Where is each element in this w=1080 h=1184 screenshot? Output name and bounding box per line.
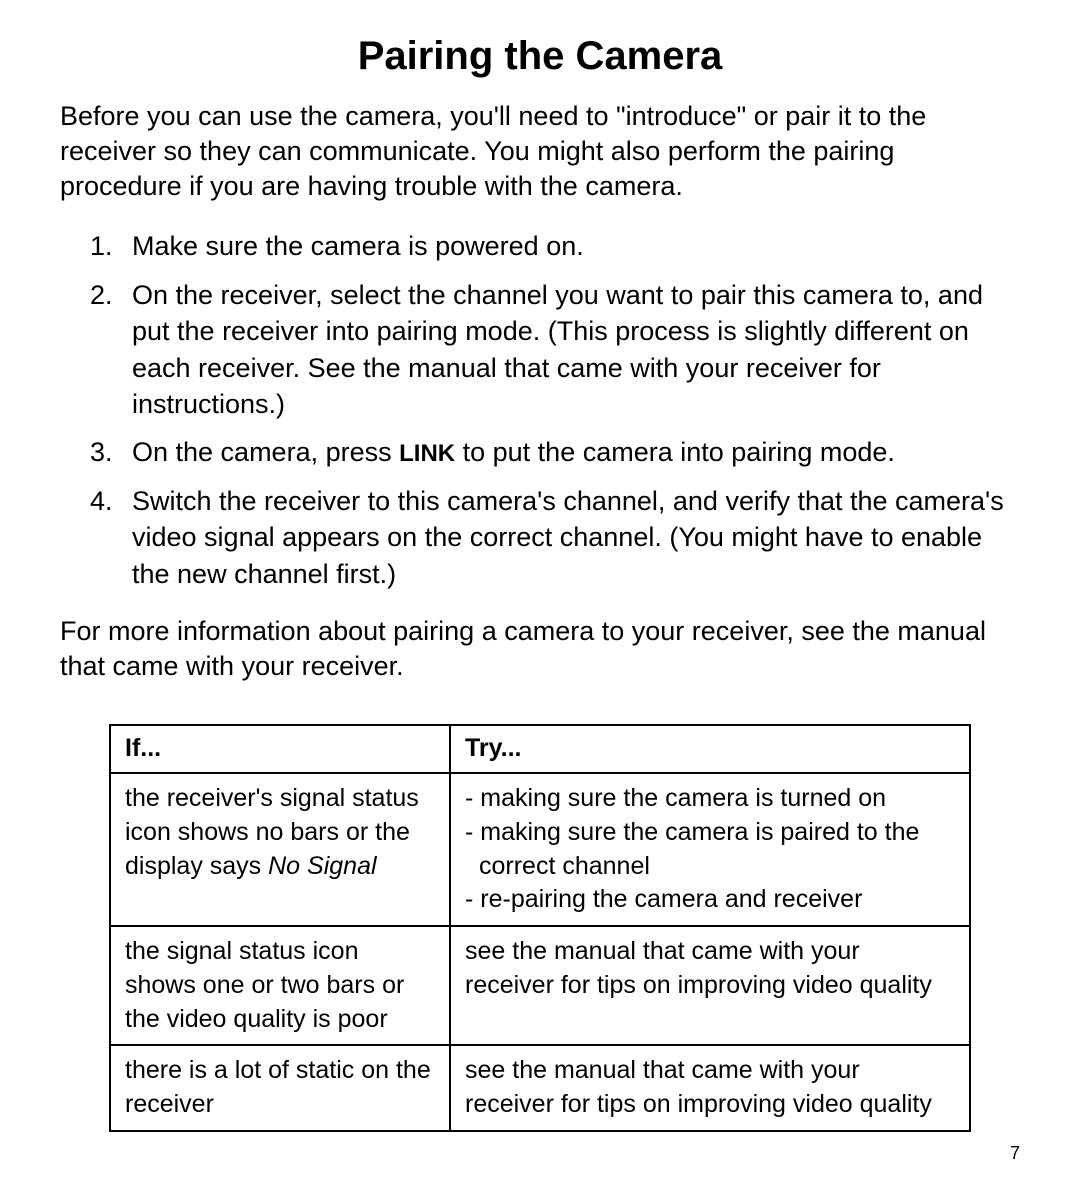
step-number: 4. [90,483,113,519]
try-list: - making sure the camera is turned on - … [465,782,955,917]
step-text: Make sure the camera is powered on. [132,231,584,261]
step-item: 3. On the camera, press LINK to put the … [60,434,1020,470]
table-cell-try: see the manual that came with your recei… [450,1045,970,1131]
page-number: 7 [1010,1143,1020,1164]
table-header-try: Try... [450,725,970,773]
table-row: there is a lot of static on the receiver… [110,1045,970,1131]
step-item: 4. Switch the receiver to this camera's … [60,483,1020,592]
try-list-item: - re-pairing the camera and receiver [465,883,955,917]
try-list-item: - making sure the camera is turned on [465,782,955,816]
table-cell-try: see the manual that came with your recei… [450,926,970,1045]
link-keyword: LINK [399,440,455,467]
if-text-italic: No Signal [268,852,376,880]
step-text: On the camera, press LINK to put the cam… [132,437,895,467]
table-row: the receiver's signal status icon shows … [110,773,970,926]
step-number: 2. [90,277,113,313]
step-text-before: On the camera, press [132,437,399,467]
step-text-after: to put the camera into pairing mode. [455,437,895,467]
step-number: 1. [90,228,113,264]
steps-list: 1. Make sure the camera is powered on. 2… [60,228,1020,592]
outro-paragraph: For more information about pairing a cam… [60,614,1020,684]
troubleshoot-table: If... Try... the receiver's signal statu… [109,724,971,1132]
step-text: On the receiver, select the channel you … [132,280,983,419]
table-header-if: If... [110,725,450,773]
step-item: 1. Make sure the camera is powered on. [60,228,1020,264]
intro-paragraph: Before you can use the camera, you'll ne… [60,99,1020,204]
table-cell-try: - making sure the camera is turned on - … [450,773,970,926]
page-title: Pairing the Camera [60,34,1020,79]
table-cell-if: the signal status icon shows one or two … [110,926,450,1045]
step-item: 2. On the receiver, select the channel y… [60,277,1020,423]
try-list-item: - making sure the camera is paired to th… [465,816,955,884]
table-header-row: If... Try... [110,725,970,773]
table-cell-if: the receiver's signal status icon shows … [110,773,450,926]
step-number: 3. [90,434,113,470]
table-row: the signal status icon shows one or two … [110,926,970,1045]
step-text: Switch the receiver to this camera's cha… [132,486,1004,589]
table-cell-if: there is a lot of static on the receiver [110,1045,450,1131]
